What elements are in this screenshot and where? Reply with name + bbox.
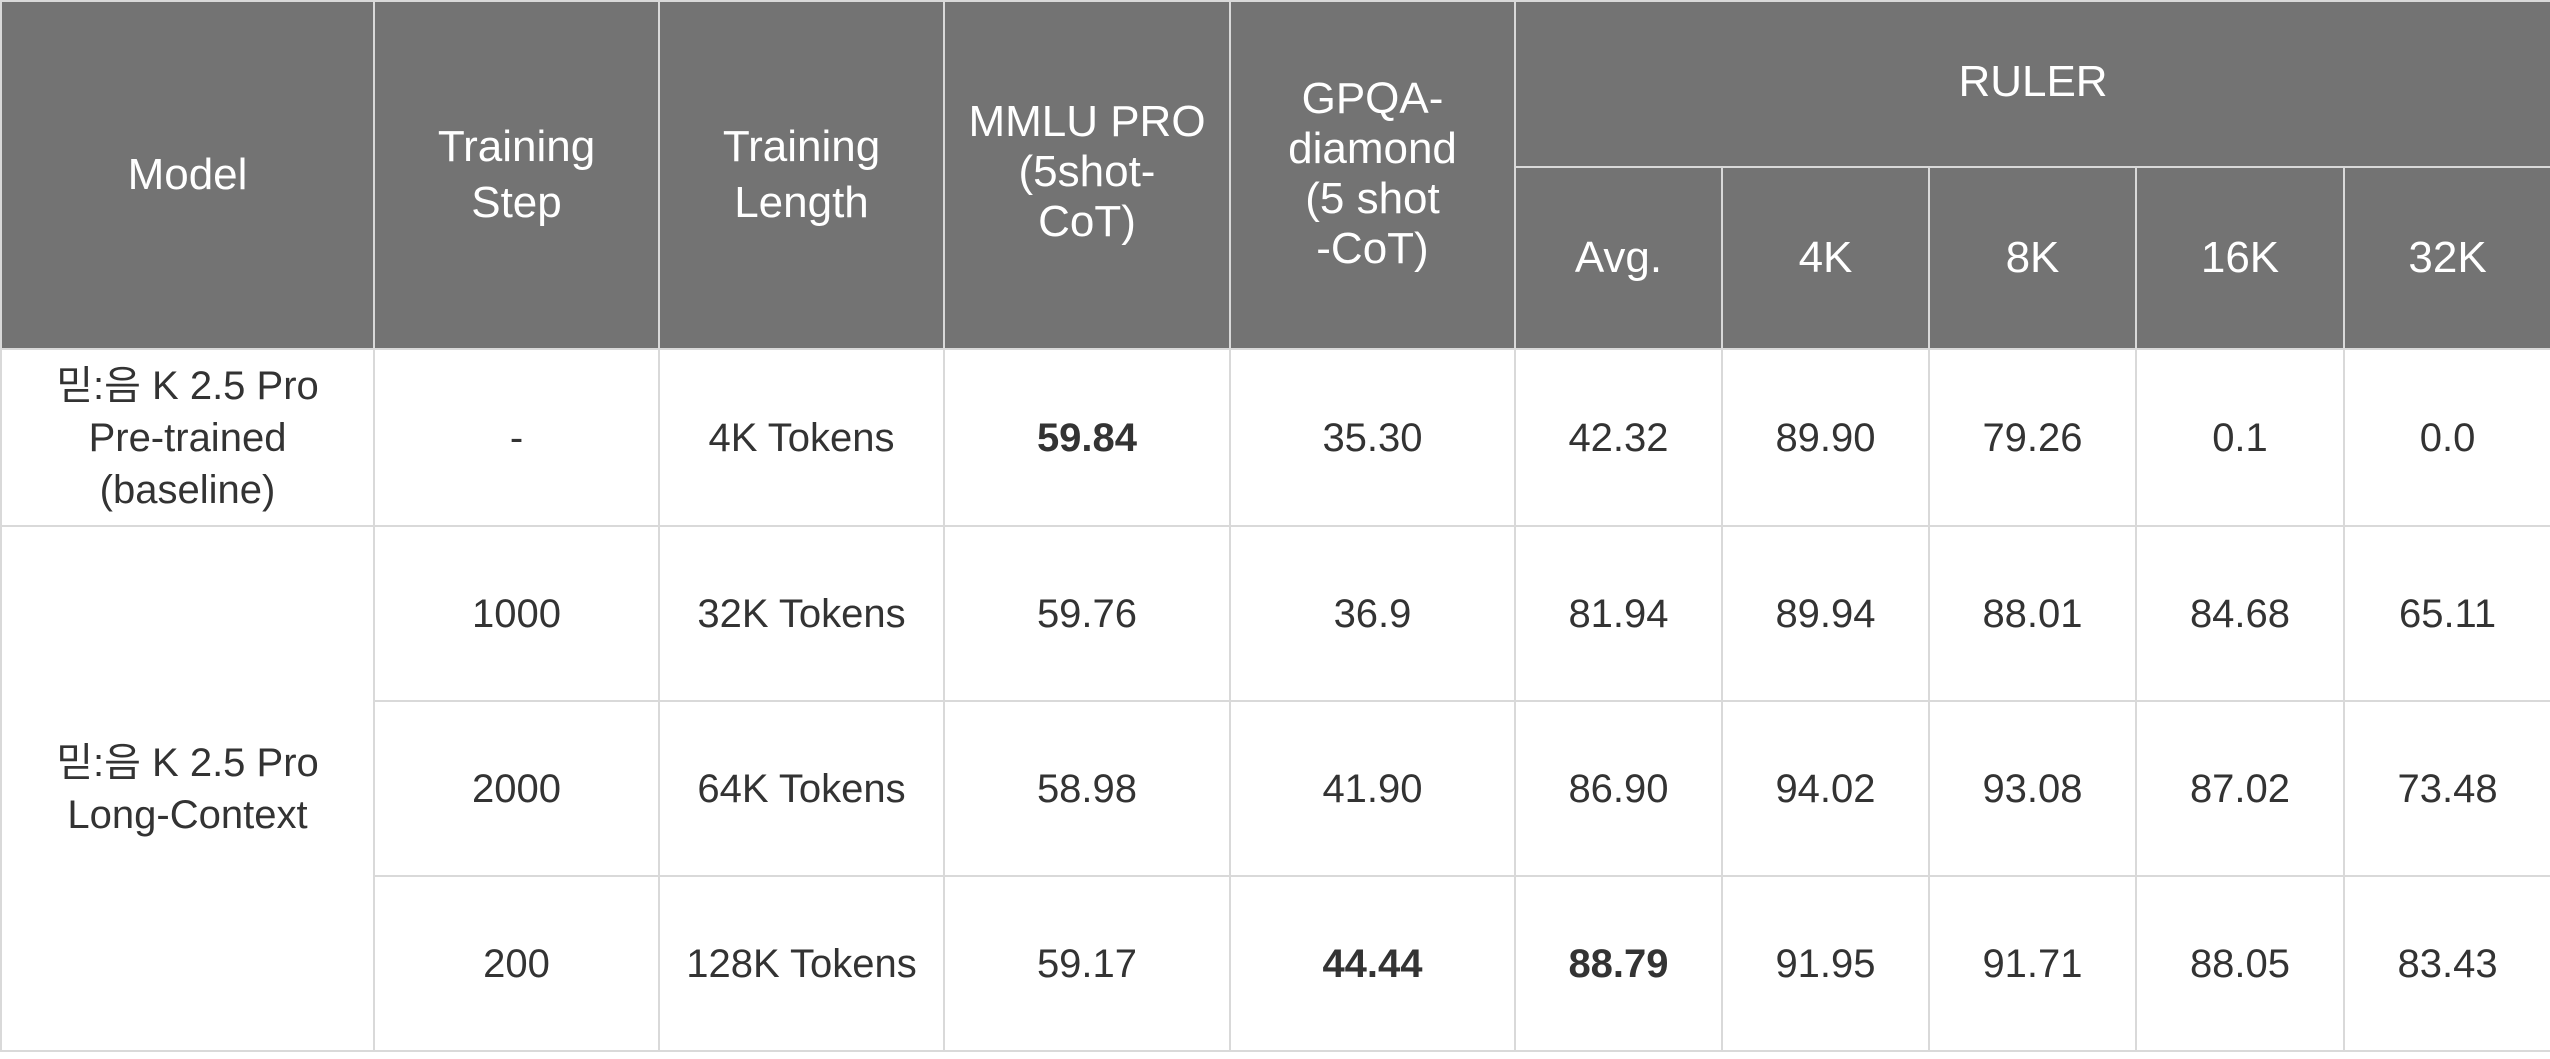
ruler-avg-cell: 88.79 <box>1514 875 1723 1052</box>
mmlu-pro-cell: 59.17 <box>943 875 1231 1052</box>
ruler-32k-cell: 0.0 <box>2342 348 2550 527</box>
ruler-8k-cell: 91.71 <box>1928 875 2137 1052</box>
mmlu-pro-cell: 58.98 <box>943 700 1231 877</box>
training-step-cell: - <box>373 348 660 527</box>
header-training-step: Training Step <box>373 0 660 350</box>
header-gpqa-line: GPQA- <box>1301 74 1444 123</box>
gpqa-cell: 36.9 <box>1229 525 1516 702</box>
header-mmlu-pro-line: (5shot- <box>1018 147 1156 196</box>
ruler-8k-cell: 79.26 <box>1928 348 2137 527</box>
training-step-cell: 1000 <box>373 525 660 702</box>
table-row: 2000 64K Tokens 58.98 41.90 86.90 94.02 … <box>1 700 2550 877</box>
table-row: 200 128K Tokens 59.17 44.44 88.79 91.95 … <box>1 875 2550 1052</box>
ruler-avg-cell: 42.32 <box>1514 348 1723 527</box>
gpqa-cell: 41.90 <box>1229 700 1516 877</box>
model-name-line: (baseline) <box>99 467 276 512</box>
header-ruler-8k: 8K <box>1928 166 2137 350</box>
training-length-cell: 4K Tokens <box>658 348 945 527</box>
header-ruler-4k: 4K <box>1721 166 1930 350</box>
ruler-4k-cell: 91.95 <box>1721 875 1930 1052</box>
header-mmlu-pro-line: CoT) <box>1038 197 1136 246</box>
ruler-avg-cell: 81.94 <box>1514 525 1723 702</box>
ruler-8k-cell: 88.01 <box>1928 525 2137 702</box>
ruler-32k-cell: 65.11 <box>2342 525 2550 702</box>
model-name-line: 믿:음 K 2.5 Pro <box>56 363 319 408</box>
header-training-length-line: Training <box>722 122 881 171</box>
ruler-4k-cell: 89.90 <box>1721 348 1930 527</box>
ruler-4k-cell: 89.94 <box>1721 525 1930 702</box>
ruler-16k-cell: 87.02 <box>2135 700 2345 877</box>
header-mmlu-pro-line: MMLU PRO <box>968 97 1206 146</box>
header-gpqa-diamond: GPQA- diamond (5 shot -CoT) <box>1229 0 1516 350</box>
ruler-8k-cell: 93.08 <box>1928 700 2137 877</box>
ruler-16k-cell: 88.05 <box>2135 875 2345 1052</box>
training-length-cell: 64K Tokens <box>658 700 945 877</box>
header-ruler: RULER <box>1513 0 2550 168</box>
model-name-line: Pre-trained <box>88 415 287 460</box>
header-ruler-avg: Avg. <box>1514 166 1723 350</box>
training-step-cell: 2000 <box>373 700 660 877</box>
header-training-length: Training Length <box>658 0 945 350</box>
header-mmlu-pro: MMLU PRO (5shot- CoT) <box>943 0 1231 350</box>
header-training-step-line: Training <box>437 122 596 171</box>
gpqa-cell: 35.30 <box>1229 348 1516 527</box>
training-step-cell: 200 <box>373 875 660 1052</box>
header-model: Model <box>0 0 375 350</box>
table-row: 믿:음 K 2.5 Pro Long-Context 1000 32K Toke… <box>0 525 2550 1052</box>
model-name-line: 믿:음 K 2.5 Pro <box>56 740 319 785</box>
model-name-line: Long-Context <box>67 792 308 837</box>
header-training-step-line: Step <box>471 178 562 227</box>
header-gpqa-line: -CoT) <box>1316 224 1429 273</box>
ruler-16k-cell: 84.68 <box>2135 525 2345 702</box>
header-ruler-32k: 32K <box>2342 166 2550 350</box>
header-training-length-line: Length <box>734 178 869 227</box>
mmlu-pro-cell: 59.84 <box>943 348 1231 527</box>
ruler-avg-cell: 86.90 <box>1514 700 1723 877</box>
header-ruler-16k: 16K <box>2135 166 2345 350</box>
header-row: Model Training Step Training Length MMLU… <box>0 0 2550 350</box>
ruler-4k-cell: 94.02 <box>1721 700 1930 877</box>
mmlu-pro-cell: 59.76 <box>943 525 1231 702</box>
model-cell: 믿:음 K 2.5 Pro Pre-trained (baseline) <box>0 348 375 527</box>
table-row: 믿:음 K 2.5 Pro Pre-trained (baseline) - 4… <box>0 348 2550 527</box>
header-gpqa-line: diamond <box>1288 124 1457 173</box>
ruler-32k-cell: 83.43 <box>2342 875 2550 1052</box>
ruler-32k-cell: 73.48 <box>2342 700 2550 877</box>
gpqa-cell: 44.44 <box>1229 875 1516 1052</box>
header-ruler-subrow: Avg. 4K 8K 16K 32K <box>1 166 2550 350</box>
ruler-16k-cell: 0.1 <box>2135 348 2345 527</box>
training-length-cell: 128K Tokens <box>658 875 945 1052</box>
model-cell: 믿:음 K 2.5 Pro Long-Context <box>0 525 375 1052</box>
header-gpqa-line: (5 shot <box>1305 174 1440 223</box>
training-length-cell: 32K Tokens <box>658 525 945 702</box>
